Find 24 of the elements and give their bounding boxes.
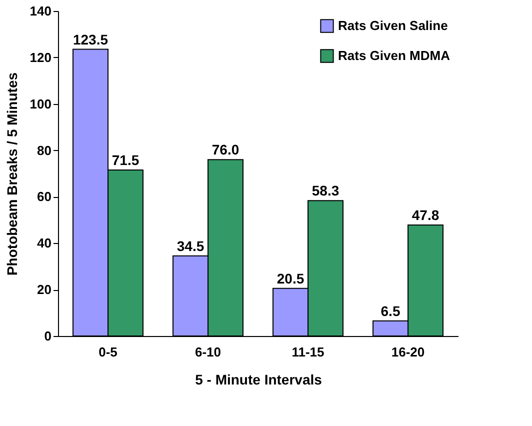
- y-tick-label: 100: [30, 96, 52, 112]
- y-tick-label: 140: [30, 4, 52, 18]
- data-label: 20.5: [276, 270, 304, 286]
- x-tick-label: 0-5: [98, 344, 118, 360]
- data-label: 76.0: [212, 142, 240, 158]
- x-axis-title: 5 - Minute Intervals: [195, 372, 322, 388]
- y-tick-label: 80: [37, 142, 52, 158]
- data-label: 71.5: [112, 152, 140, 168]
- data-label: 47.8: [412, 207, 440, 224]
- y-axis-title: Photobeam Breaks / 5 Minutes: [4, 72, 20, 276]
- y-tick-label: 60: [37, 189, 52, 204]
- data-label: 58.3: [312, 182, 340, 199]
- legend-label: Rats Given Saline: [338, 18, 448, 33]
- legend-label: Rats Given MDMA: [338, 48, 451, 63]
- x-tick-label: 11-15: [292, 344, 324, 360]
- y-tick-label: 40: [37, 236, 52, 251]
- x-tick-label: 6-10: [194, 344, 222, 360]
- x-tick-label: 16-20: [391, 344, 425, 360]
- y-tick-label: 0: [44, 328, 52, 344]
- data-label: 6.5: [380, 302, 400, 319]
- data-label: 123.5: [72, 31, 108, 48]
- data-label: 34.5: [176, 238, 204, 254]
- y-tick-label: 120: [30, 50, 52, 65]
- y-tick-label: 20: [37, 282, 52, 298]
